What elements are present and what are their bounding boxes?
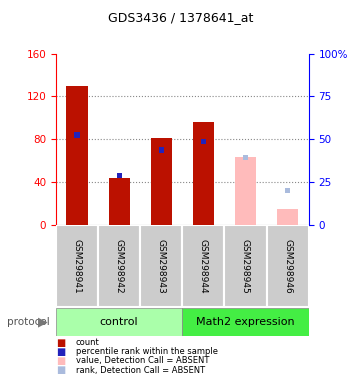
Bar: [56, 225, 98, 307]
Bar: [266, 225, 309, 307]
Bar: [66, 86, 87, 225]
Text: rank, Detection Call = ABSENT: rank, Detection Call = ABSENT: [76, 366, 205, 375]
Bar: [243, 155, 248, 160]
Bar: [117, 173, 122, 178]
Bar: [277, 209, 298, 225]
Text: percentile rank within the sample: percentile rank within the sample: [76, 347, 218, 356]
Text: GDS3436 / 1378641_at: GDS3436 / 1378641_at: [108, 11, 253, 24]
Text: ■: ■: [56, 365, 65, 375]
Text: ■: ■: [56, 347, 65, 357]
Bar: [74, 132, 79, 137]
Text: GSM298946: GSM298946: [283, 238, 292, 293]
Text: ▶: ▶: [38, 316, 47, 329]
Text: GSM298944: GSM298944: [199, 238, 208, 293]
Bar: [182, 308, 309, 336]
Bar: [151, 138, 172, 225]
Bar: [98, 225, 140, 307]
Bar: [225, 225, 266, 307]
Text: GSM298943: GSM298943: [157, 238, 166, 293]
Text: GSM298941: GSM298941: [73, 238, 82, 293]
Text: Math2 expression: Math2 expression: [196, 317, 295, 327]
Bar: [109, 178, 130, 225]
Bar: [56, 308, 182, 336]
Bar: [201, 139, 206, 144]
Text: GSM298945: GSM298945: [241, 238, 250, 293]
Text: protocol: protocol: [7, 317, 50, 327]
Text: ■: ■: [56, 356, 65, 366]
Text: GSM298942: GSM298942: [115, 238, 123, 293]
Text: count: count: [76, 338, 100, 347]
Bar: [159, 147, 164, 152]
Bar: [235, 157, 256, 225]
Text: value, Detection Call = ABSENT: value, Detection Call = ABSENT: [76, 356, 209, 366]
Text: ■: ■: [56, 338, 65, 348]
Bar: [193, 122, 214, 225]
Bar: [182, 225, 225, 307]
Text: control: control: [100, 317, 138, 327]
Bar: [140, 225, 182, 307]
Bar: [285, 188, 290, 193]
